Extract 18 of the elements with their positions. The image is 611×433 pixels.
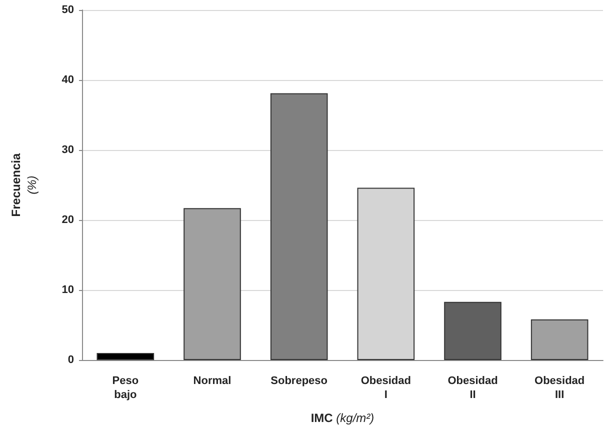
y-tick-label: 30	[62, 144, 74, 156]
y-tick-label: 20	[62, 214, 74, 226]
y-tick-label: 50	[62, 4, 74, 16]
bar	[444, 302, 502, 360]
x-tick-label: Normal	[193, 375, 232, 387]
bar	[96, 353, 154, 360]
y-tick-label: 0	[68, 354, 74, 366]
x-tick-label: Sobrepeso	[270, 375, 328, 387]
x-tick-label: Obesidad I	[360, 375, 411, 401]
bar	[530, 319, 588, 360]
x-tick-label: Obesidad III	[534, 375, 585, 401]
x-tick-label: Obesidad II	[448, 375, 498, 401]
y-tick-label: 40	[62, 74, 74, 86]
x-axis-title: IMC (kg/m²)	[310, 411, 374, 425]
x-tick-label: Peso bajo	[112, 375, 139, 401]
y-axis-title: Frecuencia (%)	[9, 153, 39, 217]
bar	[184, 208, 241, 360]
y-tick-label: 10	[62, 284, 74, 296]
